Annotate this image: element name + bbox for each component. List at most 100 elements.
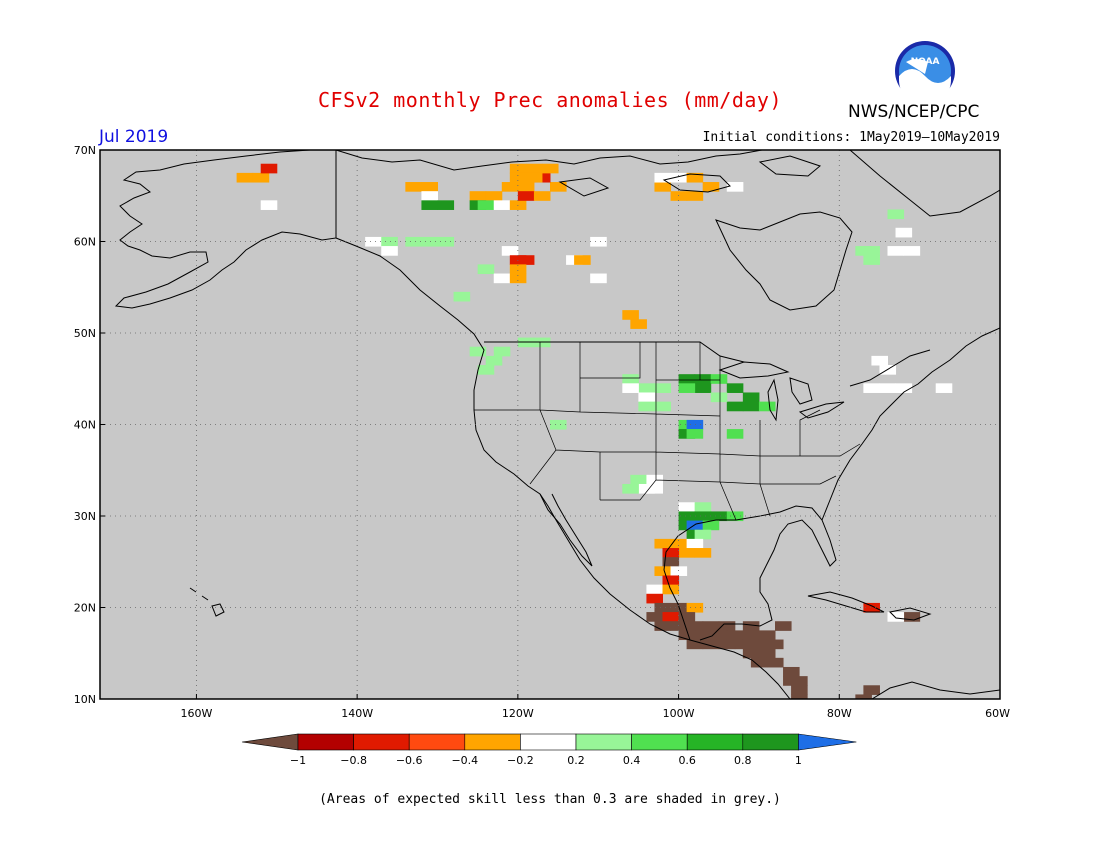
forecast-month: Jul 2019 <box>99 127 169 147</box>
colorbar-segment <box>353 733 410 751</box>
colorbar-segment <box>631 733 688 751</box>
anomaly-cell <box>493 200 511 210</box>
anomaly-cell <box>517 191 535 201</box>
anomaly-cell <box>734 639 752 650</box>
agency-label: NWS/NCEP/CPC <box>848 102 980 122</box>
anomaly-cell <box>726 429 744 439</box>
anomaly-cell <box>678 502 696 512</box>
anomaly-cell <box>702 639 720 650</box>
anomaly-cell <box>622 374 639 384</box>
colorbar-segment <box>464 733 521 751</box>
anomaly-cell <box>678 383 696 393</box>
anomaly-cell <box>686 172 704 183</box>
colorbar-segment <box>520 733 577 751</box>
lat-tick-label: 30N <box>74 510 96 523</box>
anomaly-cell <box>622 483 639 494</box>
anomaly-cell <box>694 630 712 641</box>
baja-coast <box>539 493 593 567</box>
anomaly-cell <box>903 612 921 622</box>
colorbar-label: 0.4 <box>623 754 641 767</box>
colorbar-segment <box>297 733 354 751</box>
anomaly-cell <box>718 621 736 631</box>
anomaly-cell <box>405 182 422 192</box>
anomaly-cell <box>887 246 905 256</box>
anomaly-cell <box>758 648 776 659</box>
anomaly-cell <box>718 639 736 650</box>
lon-tick-label: 80W <box>827 707 852 720</box>
anomaly-cell <box>485 355 503 366</box>
anomaly-cell <box>525 163 543 174</box>
anomaly-cell <box>694 529 712 540</box>
anomaly-cell <box>726 401 744 412</box>
anomaly-cell <box>742 630 760 641</box>
state-lines <box>474 342 861 521</box>
south-america-coast <box>871 681 1000 699</box>
anomaly-cell <box>678 548 696 558</box>
anomaly-cell <box>654 566 672 576</box>
anomaly-cell <box>662 612 680 622</box>
lon-tick-labels: 160W 140W 120W 100W 80W 60W <box>180 694 1010 720</box>
colorbar-label: 0.2 <box>567 754 585 767</box>
anomaly-cell <box>517 182 535 192</box>
anomaly-cell <box>766 657 784 668</box>
colorbar-labels: −1 −0.8 −0.6 −0.4 −0.2 0.2 0.4 0.6 0.8 1 <box>290 754 802 767</box>
anomaly-cell <box>630 319 647 329</box>
anomaly-cell <box>710 630 728 641</box>
anomaly-cell <box>686 520 704 531</box>
anomaly-cell <box>260 200 278 210</box>
colorbar-segment <box>575 733 632 751</box>
map-title: CFSv2 monthly Prec anomalies (mm/day) <box>317 88 783 112</box>
anomaly-cell <box>654 621 672 631</box>
anomaly-cell <box>742 621 760 631</box>
anomaly-cell <box>477 264 495 275</box>
anomaly-cell <box>646 483 663 494</box>
anomaly-cell <box>935 383 953 393</box>
lat-tick-label: 40N <box>74 419 96 432</box>
anomaly-cell <box>879 383 897 393</box>
anomaly-cell <box>654 538 672 549</box>
anomaly-cell <box>686 419 704 430</box>
anomaly-cell <box>421 182 438 192</box>
anomaly-cell <box>895 383 913 393</box>
anomaly-cell <box>654 172 672 183</box>
anomaly-cell <box>260 163 278 174</box>
lake-michigan <box>767 378 779 422</box>
anomaly-cell <box>694 374 712 384</box>
colorbar-label: −1 <box>290 754 306 767</box>
anomaly-cell <box>236 172 254 183</box>
anomaly-cell <box>678 612 696 622</box>
anomaly-cell <box>501 246 519 256</box>
anomaly-cell <box>654 182 672 192</box>
lat-tick-label: 50N <box>74 327 96 340</box>
colorbar-label: −0.2 <box>507 754 534 767</box>
anomaly-cell <box>654 401 672 412</box>
anomaly-cell <box>638 383 655 393</box>
atlantic-coast <box>821 327 1000 521</box>
anomaly-cell <box>421 200 438 210</box>
pacific-nw-coast <box>335 237 791 699</box>
colorbar-label: 1 <box>795 754 802 767</box>
anomaly-cell <box>381 236 398 247</box>
anomaly-cell <box>541 163 559 174</box>
anomaly-cell <box>622 383 639 393</box>
anomaly-cell <box>742 648 760 659</box>
anomaly-cell <box>678 374 696 384</box>
lat-tick-label: 20N <box>74 602 96 615</box>
colorbar-segment <box>742 733 799 751</box>
anomaly-cell <box>381 246 398 256</box>
anomaly-cell <box>710 374 728 384</box>
anomaly-cell <box>638 392 655 403</box>
anomaly-cell <box>686 429 704 439</box>
anomaly-cell <box>694 511 712 522</box>
colorbar-label: −0.8 <box>340 754 367 767</box>
hispaniola <box>888 607 932 621</box>
anomaly-cell <box>477 200 495 210</box>
anomaly-cell <box>758 401 776 412</box>
anomaly-cell <box>783 666 800 677</box>
anomaly-cell <box>702 520 720 531</box>
skill-footnote: (Areas of expected skill less than 0.3 a… <box>319 792 781 807</box>
anomaly-cell <box>509 264 527 275</box>
lon-tick-label: 60W <box>985 707 1010 720</box>
anomaly-cell <box>694 383 712 393</box>
noaa-logo-icon: NOAA <box>894 40 956 106</box>
